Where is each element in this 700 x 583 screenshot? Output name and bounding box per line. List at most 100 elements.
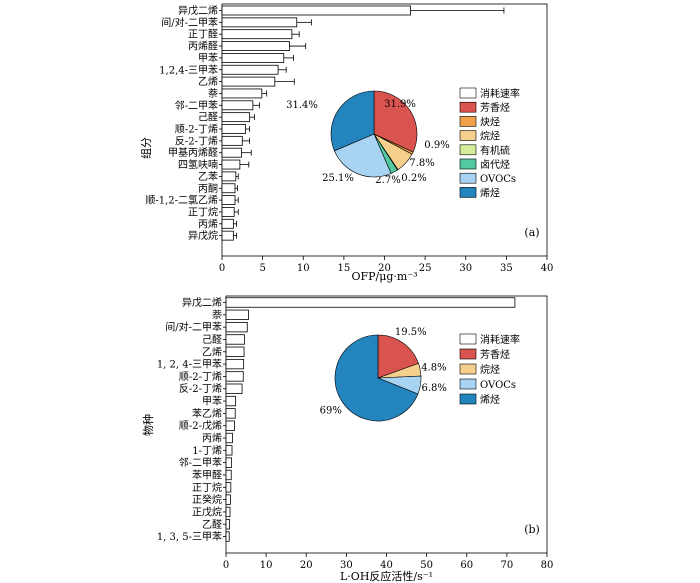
bar [221,76,276,87]
x-tick-label: 50 [420,560,433,571]
pie-slice [334,334,419,422]
legend-label: OVOCs [480,174,516,185]
bar [221,41,290,51]
legend-swatch [459,393,477,405]
bar [221,64,279,75]
x-tick-label: 0 [219,263,225,274]
category-label: 邻-二甲苯 [175,99,218,112]
bar [225,420,235,431]
category-label: 乙烯 [202,345,222,358]
bar [225,494,231,505]
category-label: 丙烯 [198,217,218,230]
bar [221,159,241,170]
pie-data-label: 0.2% [401,173,426,184]
legend-swatch [459,172,477,184]
bar [225,321,248,333]
bar [221,183,236,194]
bar [225,408,236,419]
category-label: 己醛 [198,111,218,124]
bar [225,469,232,481]
category-label: 己醛 [202,333,222,346]
legend-label: 消耗速率 [480,333,520,346]
legend-label: 芳香烃 [480,101,510,114]
category-label: 乙苯 [198,170,218,183]
bar [221,88,263,99]
x-tick-label: 40 [380,560,393,571]
bar [225,432,233,444]
bar [221,17,298,28]
legend-label: 有机硫 [480,144,510,157]
category-label: 正丁醛 [188,28,218,41]
legend-label: 炔烃 [480,115,500,128]
x-tick-label: 25 [419,263,432,274]
pie-slice [373,90,418,153]
legend-swatch [459,187,477,198]
legend-swatch [459,101,477,113]
bar [225,531,230,542]
panel-label: (b) [524,523,540,536]
pie-data-label: 31.9% [384,99,416,110]
bar [221,100,254,111]
category-label: 正戊烷 [192,505,222,518]
legend-label: 烯烃 [480,186,500,199]
category-label: 间/对-二甲苯 [161,16,218,29]
x-tick-label: 10 [297,263,310,274]
legend-label: 烯烃 [480,393,500,406]
legend-swatch [459,348,477,360]
pie-data-label: 19.5% [395,327,427,338]
legend-swatch [459,130,477,141]
bar [225,383,243,394]
category-label: 正丁烷 [188,205,218,218]
category-label: 1, 2, 4-三甲苯 [157,358,222,371]
x-tick-label: 30 [340,560,353,571]
bar [225,358,245,370]
bar [221,171,237,182]
x-tick-label: 35 [500,263,513,274]
pie-slice [334,133,392,178]
bar [225,297,516,308]
legend-swatch [459,87,477,99]
legend-label: 消耗速率 [480,87,520,100]
bar [221,135,243,146]
legend-label: 烷烃 [480,130,500,143]
bar [221,112,251,123]
category-label: 乙醛 [202,518,222,531]
category-label: 反-2-丁烯 [175,134,218,147]
legend-label: 烷烃 [480,363,500,376]
category-label: 异戊烷 [188,229,218,242]
category-label: 苯乙烯 [192,407,222,420]
x-tick-label: 0 [223,560,229,571]
legend-label: 卤代烃 [480,158,510,171]
x-tick-label: 80 [541,560,554,571]
category-label: 反-2-丁烯 [179,382,222,395]
x-tick-label: 20 [300,560,313,571]
x-tick-label: 20 [378,263,391,274]
category-label: 异戊二烯 [178,4,218,17]
bar [225,371,244,382]
pie-data-label: 2.7% [375,175,400,186]
category-label: 异戊二烯 [182,296,222,309]
x-tick-label: 5 [259,263,265,274]
bar [225,482,232,493]
y-axis-title: 组分 [139,137,153,159]
x-tick-label: 40 [541,263,554,274]
pie-data-label: 6.8% [421,383,446,394]
category-label: 甲苯 [202,395,222,408]
category-label: 间/对-二甲苯 [165,321,222,334]
bar [225,457,233,468]
category-label: 邻-二甲苯 [179,456,222,469]
legend-swatch [459,158,477,170]
x-tick-label: 60 [460,560,473,571]
x-axis-title: OFP/μg·m⁻³ [351,270,417,283]
category-label: 萘 [212,309,222,321]
legend-swatch [459,333,477,345]
bar [225,346,245,357]
pie-slice [377,334,419,379]
bar [225,519,231,530]
x-tick-label: 30 [459,263,472,274]
pie-data-label: 7.8% [409,158,434,169]
category-label: 丙烯醛 [188,40,218,53]
legend-swatch [459,116,477,127]
bar [221,29,293,40]
